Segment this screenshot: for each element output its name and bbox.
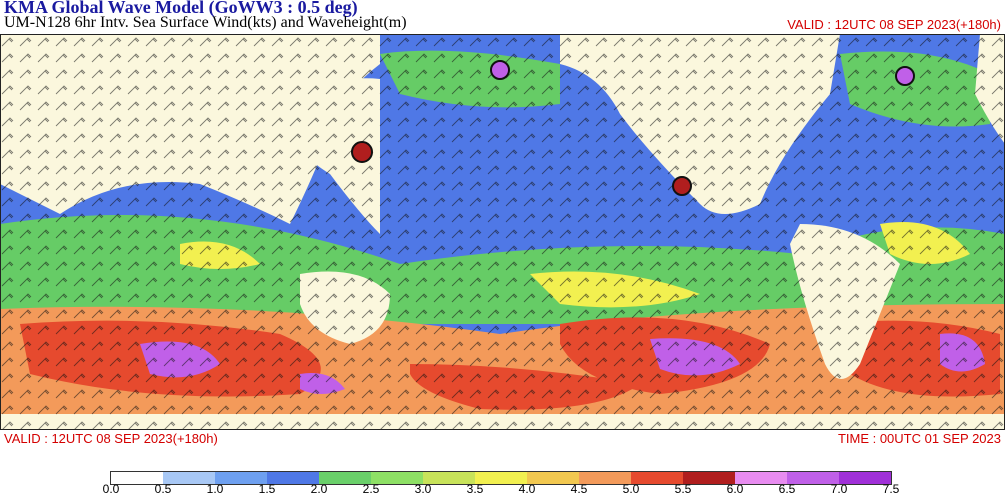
legend-swatch: [215, 472, 267, 484]
legend-swatch: [787, 472, 839, 484]
legend-swatch: [267, 472, 319, 484]
legend-label: 5.0: [622, 482, 640, 496]
legend-swatch: [111, 472, 163, 484]
wave-height-map: [0, 34, 1005, 430]
cyclone-marker: [672, 176, 692, 196]
legend-swatch: [735, 472, 787, 484]
legend-swatch: [683, 472, 735, 484]
valid-time-top: VALID : 12UTC 08 SEP 2023(+180h): [787, 17, 1001, 32]
legend-labels: 0.0 0.5 1.0 1.5 2.0 2.5 3.0 3.5 4.0 4.5 5.0 5.5 6.0 6…: [0, 482, 1005, 496]
title: KMA Global Wave Model (GoWW3 : 0.5 deg): [4, 0, 358, 17]
legend-label: 2.5: [362, 482, 380, 496]
legend-swatch: [371, 472, 423, 484]
legend-label: 3.0: [414, 482, 432, 496]
legend-swatch: [839, 472, 891, 484]
initial-time: TIME : 00UTC 01 SEP 2023: [837, 431, 1001, 446]
legend-label: 5.5: [674, 482, 692, 496]
legend-swatch: [631, 472, 683, 484]
subtitle: UM-N128 6hr Intv. Sea Surface Wind(kts) …: [4, 14, 407, 31]
legend-label: 7.5: [882, 482, 900, 496]
legend-label: 1.0: [206, 482, 224, 496]
legend-label: 0.5: [154, 482, 172, 496]
legend-label: 6.5: [778, 482, 796, 496]
legend-swatch: [423, 472, 475, 484]
cyclone-marker: [351, 141, 373, 163]
legend-swatch: [475, 472, 527, 484]
legend-label: 7.0: [830, 482, 848, 496]
color-legend: [110, 471, 892, 485]
legend-label: 1.5: [258, 482, 276, 496]
valid-time-bottom: VALID : 12UTC 08 SEP 2023(+180h): [4, 431, 218, 446]
legend-label: 6.0: [726, 482, 744, 496]
legend-label: 2.0: [310, 482, 328, 496]
wind-barbs: [0, 34, 1005, 430]
legend-label: 4.5: [570, 482, 588, 496]
legend-label: 3.5: [466, 482, 484, 496]
legend-label: 4.0: [518, 482, 536, 496]
cyclone-marker: [895, 66, 915, 86]
legend-swatch: [163, 472, 215, 484]
legend-swatch: [579, 472, 631, 484]
legend-label: 0.0: [102, 482, 120, 496]
legend-swatch: [319, 472, 371, 484]
legend-swatch: [527, 472, 579, 484]
cyclone-marker: [490, 60, 510, 80]
